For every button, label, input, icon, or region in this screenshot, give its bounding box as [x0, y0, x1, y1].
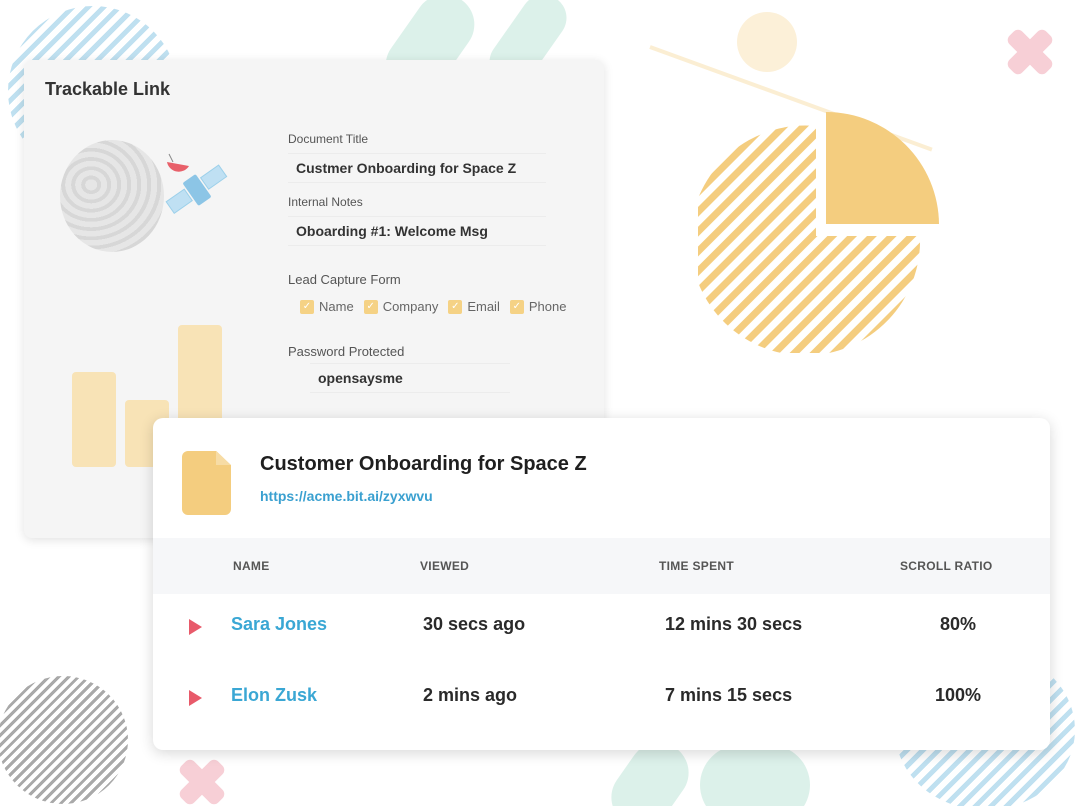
document-icon-fold	[216, 451, 231, 465]
document-title-label: Document Title	[288, 132, 369, 146]
satellite-illustration	[165, 153, 228, 214]
lead-capture-checkboxes: ✓ Name ✓ Company ✓ Email ✓ Phone	[288, 299, 588, 314]
column-header-viewed[interactable]: VIEWED	[420, 559, 470, 573]
decorative-pink-cross	[178, 758, 226, 806]
document-title: Customer Onboarding for Space Z	[260, 453, 587, 475]
internal-notes-input[interactable]: Oboarding #1: Welcome Msg	[288, 216, 546, 246]
checkbox-checked-icon[interactable]: ✓	[448, 299, 463, 314]
table-row[interactable]: Elon Zusk 2 mins ago 7 mins 15 secs 100%	[153, 666, 1050, 732]
column-header-time-spent[interactable]: TIME SPENT	[659, 559, 735, 573]
trackable-link-form: Document Title Custmer Onboarding for Sp…	[288, 132, 588, 393]
table-header: NAME VIEWED TIME SPENT SCROLL RATIO	[153, 538, 1050, 594]
password-label: Password Protected	[288, 344, 405, 359]
viewed-time: 2 mins ago	[423, 685, 518, 705]
play-icon[interactable]	[189, 690, 202, 706]
column-header-name[interactable]: NAME	[233, 559, 270, 573]
scroll-ratio: 100%	[935, 685, 982, 705]
document-link[interactable]: https://acme.bit.ai/zyxwvu	[260, 488, 433, 504]
time-spent: 7 mins 15 secs	[665, 685, 793, 705]
checkbox-checked-icon[interactable]: ✓	[363, 299, 378, 314]
table-row[interactable]: Sara Jones 30 secs ago 12 mins 30 secs 8…	[153, 595, 1050, 661]
decorative-mint-stroke	[700, 745, 810, 806]
checkbox-name[interactable]: ✓ Name	[300, 299, 354, 314]
internal-notes-label: Internal Notes	[288, 195, 363, 209]
decorative-yellow-dot	[737, 12, 797, 72]
lead-capture-label: Lead Capture Form	[288, 272, 401, 287]
document-title-input[interactable]: Custmer Onboarding for Space Z	[288, 153, 546, 183]
checkbox-company[interactable]: ✓ Company	[363, 299, 438, 314]
checkbox-phone[interactable]: ✓ Phone	[509, 299, 566, 314]
time-spent: 12 mins 30 secs	[665, 614, 803, 634]
scroll-ratio: 80%	[940, 614, 977, 634]
decorative-pink-cross	[1006, 28, 1054, 76]
play-icon[interactable]	[189, 619, 202, 635]
viewer-name[interactable]: Sara Jones	[231, 614, 328, 634]
checkbox-email[interactable]: ✓ Email	[448, 299, 500, 314]
document-analytics-card: Customer Onboarding for Space Z https://…	[153, 418, 1050, 750]
planet-illustration	[60, 140, 164, 252]
viewer-name[interactable]: Elon Zusk	[231, 685, 318, 705]
column-header-scroll-ratio[interactable]: SCROLL RATIO	[900, 559, 993, 573]
card-title: Trackable Link	[45, 79, 171, 99]
checkbox-checked-icon[interactable]: ✓	[300, 299, 314, 314]
pie-chart-illustration	[698, 112, 939, 353]
decorative-gray-striped-circle	[0, 676, 128, 804]
viewed-time: 30 secs ago	[423, 614, 526, 634]
decorative-yellow-line	[649, 45, 933, 152]
password-input[interactable]: opensaysme	[310, 363, 510, 393]
checkbox-checked-icon[interactable]: ✓	[509, 299, 524, 314]
